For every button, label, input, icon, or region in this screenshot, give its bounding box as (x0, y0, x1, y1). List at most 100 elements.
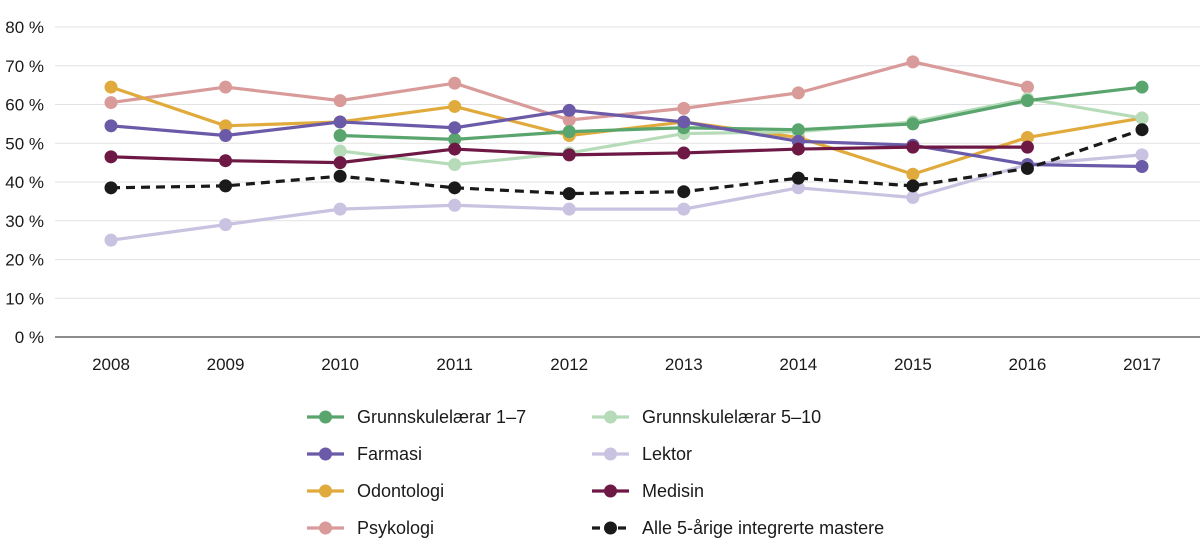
data-point (562, 202, 576, 216)
data-point (1135, 123, 1149, 137)
data-point (562, 113, 576, 127)
data-point (906, 167, 920, 181)
legend-item: Alle 5-årige integrerte mastere (592, 518, 884, 538)
data-point (219, 119, 233, 133)
data-point (677, 101, 691, 115)
x-tick-label: 2016 (1009, 355, 1047, 374)
series-3 (104, 148, 1149, 247)
y-tick-label: 50 % (5, 134, 44, 153)
data-point (677, 185, 691, 199)
data-point (219, 129, 233, 142)
x-tick-label: 2013 (665, 355, 703, 374)
legend-label: Lektor (642, 444, 692, 464)
legend-label: Farmasi (357, 444, 422, 464)
data-point (906, 191, 920, 204)
data-point (104, 96, 118, 110)
data-point (333, 129, 347, 142)
data-point (448, 76, 462, 90)
legend-item: Psykologi (307, 518, 434, 538)
data-point (333, 169, 347, 183)
legend-label: Alle 5-årige integrerte mastere (642, 518, 884, 538)
y-tick-label: 30 % (5, 212, 44, 231)
y-tick-label: 70 % (5, 57, 44, 76)
data-point (219, 80, 233, 94)
data-point (448, 99, 462, 113)
data-point (1135, 160, 1149, 173)
data-point (219, 218, 233, 232)
data-point (791, 142, 805, 156)
data-point (1135, 148, 1149, 162)
y-tick-label: 60 % (5, 96, 44, 115)
data-point (448, 158, 462, 172)
legend-swatch-marker (319, 521, 332, 535)
data-point (448, 132, 462, 146)
legend-swatch-marker (319, 447, 332, 461)
series-line (110, 108, 1143, 169)
legend-item: Medisin (592, 481, 704, 501)
legend-swatch-marker (604, 484, 617, 498)
series-line (110, 128, 1143, 196)
legend-swatch-marker (604, 521, 617, 535)
x-tick-label: 2011 (436, 355, 473, 374)
data-point (448, 181, 462, 195)
data-point (104, 233, 118, 247)
legend-item: Grunnskulelærar 1–7 (307, 407, 526, 427)
data-point (104, 181, 118, 195)
legend-item: Odontologi (307, 481, 444, 501)
y-tick-label: 10 % (5, 289, 44, 308)
series-7 (104, 123, 1149, 201)
legend-label: Grunnskulelærar 5–10 (642, 407, 821, 427)
x-tick-label: 2010 (321, 355, 359, 374)
data-point (333, 202, 347, 216)
data-point (906, 179, 920, 193)
data-point (104, 119, 118, 133)
x-tick-label: 2009 (207, 355, 245, 374)
data-point (1020, 140, 1034, 154)
data-point (677, 202, 691, 216)
y-tick-label: 0 % (15, 328, 44, 347)
data-point (333, 115, 347, 129)
legend-item: Grunnskulelærar 5–10 (592, 407, 821, 427)
data-point (906, 55, 920, 69)
data-point (333, 144, 347, 158)
legend-label: Psykologi (357, 518, 434, 538)
data-point (791, 86, 805, 100)
legend-item: Farmasi (307, 444, 422, 464)
data-point (448, 142, 462, 156)
y-tick-label: 80 % (5, 18, 44, 37)
data-point (1020, 161, 1034, 175)
data-point (1135, 111, 1149, 125)
data-point (219, 179, 233, 193)
x-tick-label: 2012 (550, 355, 588, 374)
x-tick-label: 2014 (779, 355, 817, 374)
data-point (1020, 130, 1034, 144)
y-axis-ticks: 0 % 10 % 20 % 30 % 40 % 50 % 60 % 70 % 80 % (5, 18, 44, 347)
data-point (104, 150, 118, 164)
data-point (1135, 80, 1149, 94)
data-point (448, 198, 462, 212)
data-point (906, 117, 920, 131)
data-point (906, 140, 920, 154)
y-tick-label: 20 % (5, 251, 44, 270)
data-point (791, 123, 805, 137)
x-tick-label: 2017 (1123, 355, 1161, 374)
data-point (562, 148, 576, 162)
data-point (448, 121, 462, 135)
y-tick-label: 40 % (5, 173, 44, 192)
data-point (1020, 80, 1034, 94)
legend-swatch-marker (604, 410, 617, 424)
legend: Grunnskulelærar 1–7 Grunnskulelærar 5–10 F… (307, 407, 884, 538)
data-point (562, 125, 576, 139)
data-point (333, 94, 347, 108)
data-point (677, 146, 691, 160)
data-point (104, 80, 118, 94)
data-point (219, 154, 233, 168)
series-5 (104, 140, 1034, 170)
legend-label: Medisin (642, 481, 704, 501)
data-point (677, 115, 691, 129)
legend-label: Grunnskulelærar 1–7 (357, 407, 526, 427)
data-point (1020, 94, 1034, 108)
data-point (562, 187, 576, 201)
data-point (562, 103, 576, 117)
